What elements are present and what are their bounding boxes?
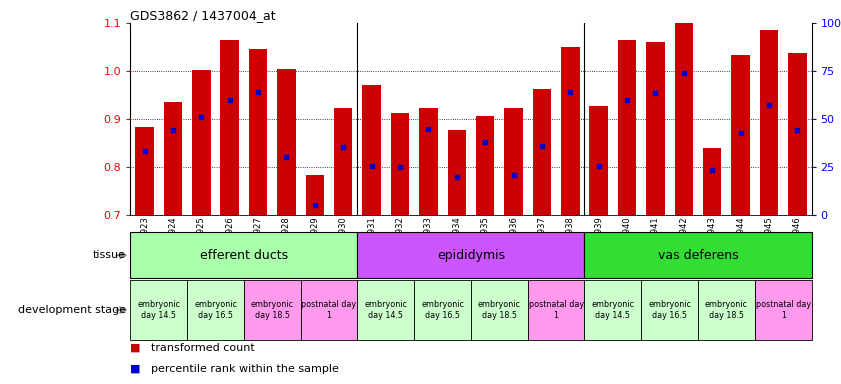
Bar (505, 108, 523, 215)
Bar (278, 69, 296, 215)
Bar (391, 113, 410, 215)
Text: epididymis: epididymis (436, 249, 505, 262)
Bar (476, 116, 495, 215)
Bar (164, 102, 182, 215)
Text: embryonic
day 16.5: embryonic day 16.5 (194, 300, 237, 320)
Text: embryonic
day 18.5: embryonic day 18.5 (705, 300, 748, 320)
Text: embryonic
day 14.5: embryonic day 14.5 (137, 300, 180, 320)
Text: ■: ■ (130, 364, 145, 374)
Bar (584, 232, 812, 278)
Bar (300, 280, 357, 340)
Bar (362, 86, 381, 215)
Bar (528, 280, 584, 340)
Bar (532, 89, 551, 215)
Bar (419, 108, 437, 215)
Text: vas deferens: vas deferens (658, 249, 738, 262)
Text: postnatal day
1: postnatal day 1 (528, 300, 584, 320)
Text: percentile rank within the sample: percentile rank within the sample (151, 364, 339, 374)
Bar (641, 280, 698, 340)
Bar (471, 280, 528, 340)
Bar (646, 42, 664, 215)
Bar (618, 40, 637, 215)
Text: efferent ducts: efferent ducts (200, 249, 288, 262)
Bar (447, 130, 466, 215)
Bar (698, 280, 754, 340)
Bar (357, 232, 584, 278)
Text: embryonic
day 16.5: embryonic day 16.5 (648, 300, 691, 320)
Bar (732, 55, 750, 215)
Bar (334, 109, 352, 215)
Bar (249, 50, 267, 215)
Text: embryonic
day 14.5: embryonic day 14.5 (591, 300, 634, 320)
Bar (357, 280, 414, 340)
Bar (561, 47, 579, 215)
Bar (192, 70, 210, 215)
Bar (754, 280, 812, 340)
Text: embryonic
day 14.5: embryonic day 14.5 (364, 300, 407, 320)
Text: tissue: tissue (93, 250, 126, 260)
Bar (244, 280, 300, 340)
Bar (130, 232, 357, 278)
Bar (703, 148, 722, 215)
Text: GDS3862 / 1437004_at: GDS3862 / 1437004_at (130, 9, 276, 22)
Bar (135, 127, 154, 215)
Bar (220, 40, 239, 215)
Text: development stage: development stage (18, 305, 126, 315)
Bar (305, 175, 324, 215)
Bar (788, 53, 807, 215)
Bar (759, 30, 778, 215)
Text: embryonic
day 18.5: embryonic day 18.5 (251, 300, 294, 320)
Text: postnatal day
1: postnatal day 1 (301, 300, 357, 320)
Text: embryonic
day 16.5: embryonic day 16.5 (421, 300, 464, 320)
Text: postnatal day
1: postnatal day 1 (755, 300, 811, 320)
Text: embryonic
day 18.5: embryonic day 18.5 (478, 300, 521, 320)
Bar (130, 280, 187, 340)
Bar (584, 280, 641, 340)
Text: transformed count: transformed count (151, 343, 255, 353)
Bar (590, 106, 608, 215)
Text: ■: ■ (130, 343, 145, 353)
Bar (674, 23, 693, 215)
Bar (187, 280, 244, 340)
Bar (414, 280, 471, 340)
